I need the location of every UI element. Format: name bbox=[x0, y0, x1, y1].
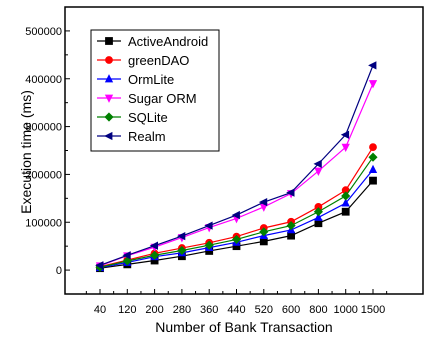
y-tick-label: 200000 bbox=[25, 169, 62, 181]
x-tick-label: 1000 bbox=[333, 304, 357, 316]
series-layer bbox=[95, 61, 378, 273]
legend-item: OrmLite bbox=[97, 72, 174, 87]
series-realm bbox=[95, 61, 377, 270]
y-tick-label: 100000 bbox=[25, 217, 62, 229]
data-point bbox=[177, 231, 186, 241]
data-point bbox=[149, 241, 159, 250]
data-point bbox=[204, 221, 213, 230]
data-point bbox=[368, 164, 378, 174]
data-point bbox=[314, 212, 323, 221]
x-tick-label: 440 bbox=[227, 304, 245, 316]
x-tick-label: 280 bbox=[173, 304, 191, 316]
data-point bbox=[177, 245, 187, 256]
data-point bbox=[104, 112, 114, 122]
legend-label: Realm bbox=[128, 129, 166, 144]
data-point bbox=[105, 56, 113, 64]
legend: ActiveAndroid greenDAO OrmLite Sugar ORM SQL… bbox=[90, 29, 220, 152]
x-tick-label: 1500 bbox=[361, 304, 385, 316]
data-point bbox=[314, 167, 323, 176]
data-point bbox=[104, 94, 114, 103]
x-tick-label: 800 bbox=[309, 304, 327, 316]
y-tick-label: 300000 bbox=[25, 122, 62, 134]
legend-item: greenDAO bbox=[97, 53, 189, 68]
data-point bbox=[369, 176, 377, 185]
data-point bbox=[286, 221, 296, 231]
x-tick-label: 520 bbox=[255, 304, 273, 316]
legend-item: SQLite bbox=[97, 110, 168, 125]
data-point bbox=[105, 37, 113, 45]
x-axis-title: Number of Bank Transaction bbox=[155, 319, 332, 335]
data-point bbox=[259, 227, 269, 237]
data-point bbox=[341, 191, 351, 201]
data-point bbox=[104, 74, 114, 83]
y-axis-title: Execution time (ms) bbox=[18, 90, 34, 214]
x-tick-label: 120 bbox=[118, 304, 136, 316]
data-point bbox=[313, 159, 322, 169]
legend-label: Sugar ORM bbox=[128, 91, 197, 106]
legend-label: ActiveAndroid bbox=[128, 34, 208, 49]
data-point bbox=[368, 152, 378, 162]
legend-label: OrmLite bbox=[128, 72, 174, 87]
data-point bbox=[286, 188, 295, 197]
data-point bbox=[340, 130, 350, 139]
legend-item: ActiveAndroid bbox=[97, 34, 208, 49]
data-point bbox=[231, 234, 242, 245]
data-point bbox=[368, 80, 378, 89]
data-point bbox=[341, 198, 350, 207]
series-sqlite bbox=[95, 152, 378, 272]
data-point bbox=[341, 143, 350, 153]
data-point bbox=[313, 207, 323, 217]
y-tick-label: 0 bbox=[56, 265, 62, 277]
data-point bbox=[104, 131, 113, 141]
y-tick-label: 400000 bbox=[25, 74, 62, 86]
y-axis: 0 100000 200000 300000 400000 500000 bbox=[25, 26, 70, 277]
data-point bbox=[150, 250, 160, 260]
y-tick-label: 500000 bbox=[25, 26, 62, 38]
data-point bbox=[95, 261, 104, 270]
data-point bbox=[204, 240, 214, 250]
legend-item: Realm bbox=[97, 129, 166, 144]
data-point bbox=[368, 61, 377, 70]
data-point bbox=[122, 256, 132, 266]
x-tick-label: 200 bbox=[145, 304, 163, 316]
x-tick-label: 360 bbox=[200, 304, 218, 316]
legend-label: greenDAO bbox=[128, 53, 189, 68]
legend-label: SQLite bbox=[128, 110, 168, 125]
data-point bbox=[341, 207, 350, 216]
x-tick-label: 600 bbox=[282, 304, 300, 316]
x-tick-label: 40 bbox=[94, 304, 106, 316]
data-point bbox=[122, 251, 131, 260]
series-line bbox=[99, 180, 374, 269]
data-point bbox=[231, 210, 240, 220]
x-axis: 40 120 200 280 360 440 520 600 800 1000 1500 bbox=[85, 289, 388, 316]
data-point bbox=[258, 198, 268, 207]
legend-item: Sugar ORM bbox=[97, 91, 197, 106]
data-point bbox=[369, 143, 377, 152]
legend-box bbox=[90, 29, 220, 152]
